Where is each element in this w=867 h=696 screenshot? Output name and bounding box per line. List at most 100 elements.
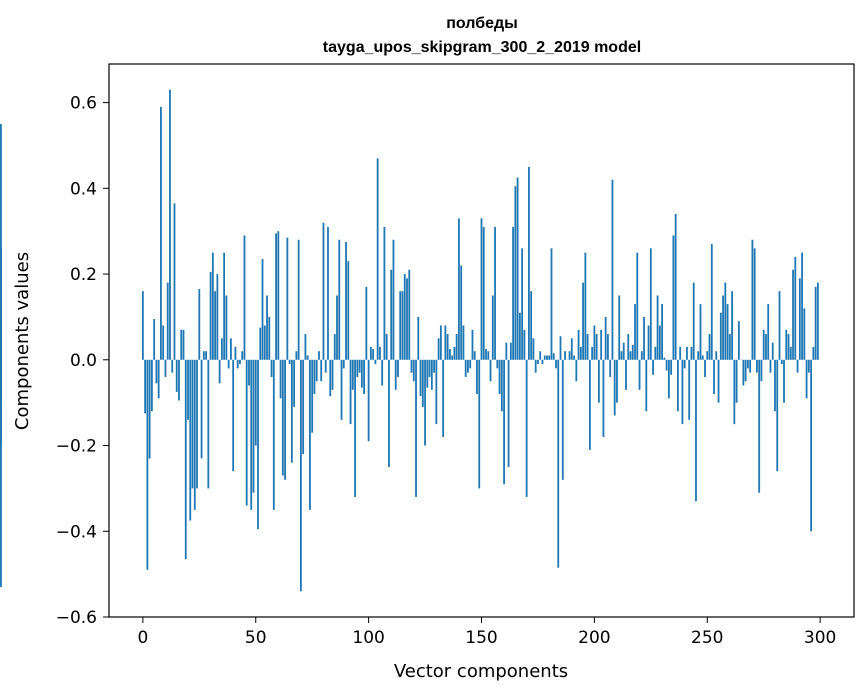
bar-132	[439, 325, 442, 360]
bar-60	[277, 231, 280, 360]
bar-152	[485, 349, 487, 360]
bar-234	[670, 359, 673, 375]
bar-125	[424, 359, 426, 446]
bar-156	[494, 226, 496, 360]
bar-51	[257, 359, 259, 530]
bar-205	[604, 316, 607, 360]
bar-82	[327, 226, 329, 360]
bar-199	[591, 346, 594, 360]
bar-117	[406, 278, 408, 360]
bar-53	[261, 259, 264, 360]
bar-262	[733, 359, 736, 425]
bar-161	[505, 342, 508, 360]
bar-81	[324, 359, 327, 373]
bar-136	[448, 349, 451, 360]
bar-6	[155, 359, 158, 384]
bar-203	[600, 329, 603, 360]
bar-257	[722, 295, 724, 360]
bar-246	[697, 351, 700, 360]
bar-30	[209, 271, 212, 360]
bar-93	[351, 359, 354, 390]
bar-130	[435, 359, 438, 425]
bar-147	[473, 351, 476, 360]
bar-undefined	[0, 248, 2, 360]
bar-65	[288, 359, 291, 365]
bar-83	[329, 359, 332, 397]
bar-298	[814, 286, 817, 360]
bar-151	[482, 226, 485, 360]
bar-121	[415, 359, 417, 497]
bar-52	[259, 327, 262, 360]
bar-168	[521, 248, 524, 360]
bar-148	[476, 359, 478, 395]
bar-281	[776, 359, 779, 472]
bar-184	[557, 359, 560, 568]
bar-191	[573, 355, 575, 360]
bar-261	[731, 291, 733, 360]
bar-106	[381, 359, 384, 386]
bar-271	[753, 248, 756, 360]
bar-167	[518, 312, 521, 360]
bar-297	[812, 346, 815, 360]
bar-218	[634, 304, 636, 360]
bar-135	[446, 334, 449, 360]
bar-214	[625, 359, 627, 390]
bar-undefined	[0, 359, 2, 373]
bar-215	[627, 334, 630, 360]
bar-286	[787, 334, 790, 360]
bar-68	[295, 351, 298, 360]
bar-21	[189, 359, 192, 521]
bar-77	[315, 359, 318, 382]
bar-0	[141, 291, 144, 360]
bar-230	[661, 304, 664, 360]
bar-31	[211, 252, 214, 360]
bar-189	[568, 351, 571, 360]
bar-178	[543, 355, 546, 360]
bar-249	[704, 359, 706, 377]
bar-248	[701, 355, 704, 360]
bar-175	[537, 359, 539, 365]
bar-24	[196, 359, 198, 489]
bar-207	[609, 359, 612, 377]
bar-164	[512, 226, 515, 360]
bar-250	[706, 351, 709, 360]
bar-157	[496, 359, 499, 369]
bar-275	[762, 329, 765, 360]
bar-71	[302, 359, 305, 455]
bar-229	[658, 325, 661, 360]
bar-228	[656, 295, 659, 360]
bar-23	[193, 359, 196, 510]
bar-101	[369, 346, 372, 360]
bar-292	[801, 252, 803, 360]
bar-299	[816, 282, 819, 360]
bar-55	[266, 295, 268, 360]
bar-2	[146, 359, 149, 570]
bar-173	[532, 338, 535, 360]
bar-294	[805, 359, 808, 399]
bar-1	[144, 359, 147, 414]
bar-190	[570, 338, 573, 360]
bar-110	[390, 269, 393, 360]
bar-219	[636, 252, 639, 360]
bar-153	[487, 351, 490, 360]
bar-13	[171, 359, 174, 373]
bar-166	[516, 177, 519, 360]
bar-277	[767, 304, 770, 360]
bar-3	[148, 359, 151, 459]
bar-197	[586, 334, 589, 360]
bar-165	[514, 186, 517, 360]
bar-98	[363, 359, 366, 395]
bar-159	[500, 359, 503, 412]
bar-113	[397, 359, 399, 377]
x-tick-label: 250	[691, 628, 723, 648]
x-tick-label: 50	[245, 628, 267, 648]
bar-26	[200, 359, 203, 459]
bar-270	[751, 239, 754, 360]
bar-263	[735, 359, 738, 403]
y-tick-label: 0.4	[70, 179, 97, 199]
bar-63	[284, 359, 286, 480]
bar-80	[322, 222, 325, 360]
bar-290	[796, 359, 799, 373]
bar-282	[778, 291, 781, 360]
bar-39	[230, 338, 232, 360]
